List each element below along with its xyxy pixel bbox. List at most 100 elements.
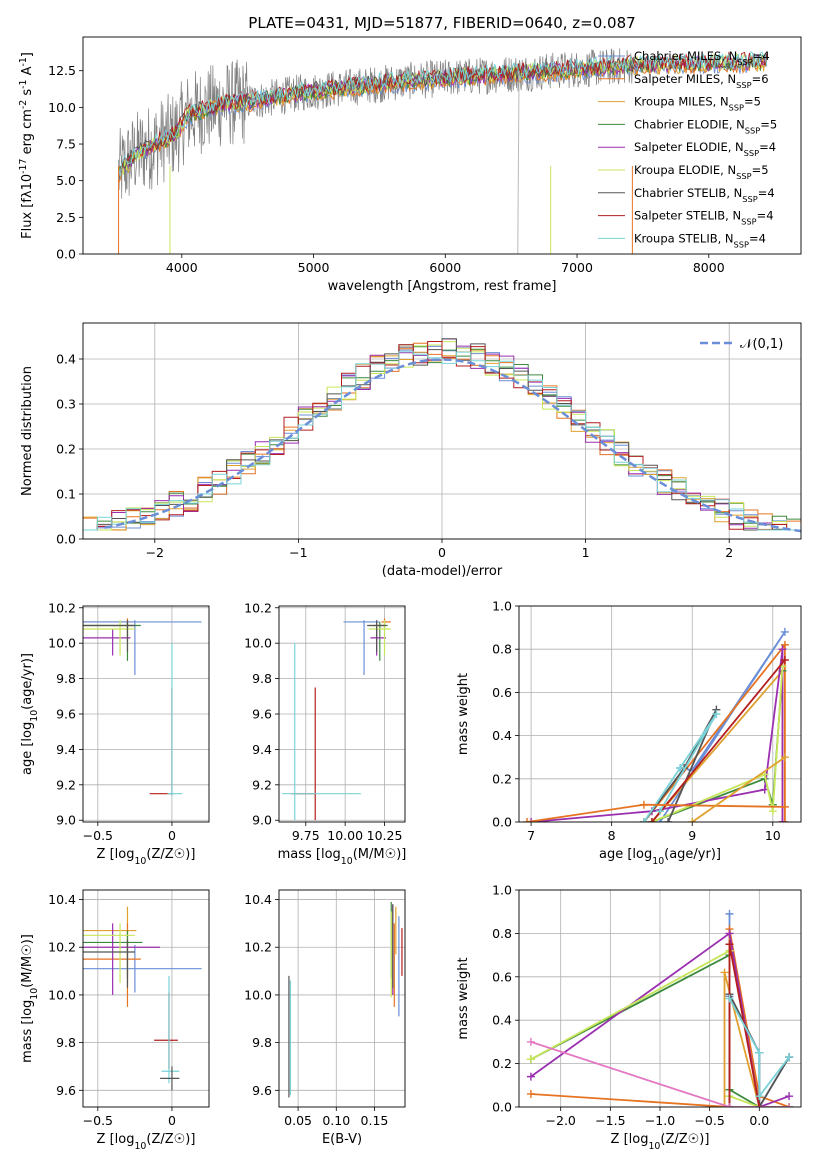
weight-marker: [768, 807, 777, 816]
y-tick-label: 0.4: [492, 728, 512, 743]
weight-marker: [725, 929, 734, 938]
legend-label: Chabrier STELIB, NSSP=4: [634, 186, 775, 204]
weight-marker: [755, 1048, 764, 1057]
figure-title: PLATE=0431, MJD=51877, FIBERID=0640, z=0…: [248, 14, 635, 32]
axes-mass-vs-EBV: 0.05 0.10 0.15 9.6 9.8 10.0 10.2 10.4 E(B-V): [244, 889, 406, 1147]
y-tick-label: 12.5: [48, 63, 76, 78]
axes-frame: [278, 605, 406, 823]
x-axis-label: Z [log10(Z/Z☉)]: [611, 1132, 710, 1152]
y-tick-label: 0.4: [492, 1013, 512, 1028]
y-tick-label: 9.6: [252, 1083, 272, 1098]
legend-label: Salpeter MILES, NSSP=6: [634, 72, 769, 90]
weight-marker: [780, 640, 789, 649]
plot-area-age-vs-mass: [282, 618, 391, 821]
weight-marker: [780, 753, 789, 762]
y-tick-label: 9.8: [252, 671, 272, 686]
weight-marker: [639, 800, 648, 809]
legend-label: Chabrier MILES, NSSP=4: [634, 49, 770, 67]
x-tick-label: −1.0: [645, 1113, 675, 1128]
x-tick-label: 10.00: [327, 828, 363, 843]
y-tick-label: 0.2: [492, 771, 512, 786]
y-axis-label: mass weight: [456, 957, 471, 1039]
weight-marker: [725, 940, 734, 949]
x-tick-label: −0.5: [83, 828, 113, 843]
model-spectrum: [118, 51, 768, 177]
x-tick-label: 10.25: [367, 828, 403, 843]
weight-marker: [656, 807, 664, 816]
y-tick-label: 10.0: [244, 636, 272, 651]
y-tick-label: 1.0: [492, 883, 512, 898]
y-tick-label: 9.8: [252, 1035, 272, 1050]
y-tick-label: 2.5: [56, 210, 76, 225]
x-tick-label: −2: [146, 545, 164, 560]
y-tick-label: 7.5: [56, 137, 76, 152]
y-tick-label: 9.4: [252, 742, 272, 757]
x-tick-label: −1: [289, 545, 307, 560]
y-tick-label: 10.0: [244, 987, 272, 1002]
weight-marker: [755, 1092, 764, 1101]
y-tick-label: 1.0: [492, 599, 512, 614]
weight-marker: [785, 1103, 794, 1107]
legend-label: Salpeter STELIB, NSSP=4: [634, 209, 774, 227]
y-tick-label: 10.0: [48, 636, 76, 651]
x-axis-label: mass [log10(M/M☉)]: [278, 847, 407, 867]
weight-marker: [785, 1092, 794, 1101]
y-tick-label: 9.6: [252, 707, 272, 722]
axes-frame: [82, 36, 802, 255]
weight-marker: [780, 656, 789, 664]
x-tick-label: −1.5: [595, 1113, 625, 1128]
axes-massweight-vs-Z: −2.0 −1.5 −1.0 −0.5 0.0 0.0 0.2 0.4 0.6 0.8 1.0 Z […: [456, 883, 802, 1152]
x-tick-label: 0: [168, 828, 176, 843]
weight-line: [651, 659, 786, 822]
weight-line: [723, 972, 790, 1107]
plot-area-mass-vs-EBV: [288, 901, 403, 1098]
x-tick-label: 5000: [298, 260, 330, 275]
x-tick-label: 0.05: [284, 1113, 312, 1128]
y-tick-label: 10.2: [48, 600, 76, 615]
weight-marker: [526, 1037, 535, 1046]
model-spectrum: [118, 55, 767, 174]
y-tick-label: 0.2: [56, 442, 76, 457]
weight-line: [643, 713, 718, 822]
plot-area-massweight-vs-age: [523, 627, 789, 822]
y-tick-label: 9.0: [56, 813, 76, 828]
axes-age-vs-mass: 9.75 10.00 10.25 9.0 9.2 9.4 9.6 9.8 10.0 10.2 mas…: [244, 600, 406, 866]
weight-marker: [725, 1103, 734, 1107]
y-tick-label: 9.6: [56, 1083, 76, 1098]
axes-spectrum: 4000 5000 6000 7000 8000 0.0 2.5 5.0 7.5 10.0 12.5…: [18, 36, 802, 294]
x-tick-label: 0.10: [322, 1113, 350, 1128]
x-tick-label: 0.0: [749, 1113, 769, 1128]
axes-frame: [518, 889, 802, 1108]
legend-label: Kroupa MILES, NSSP=5: [634, 95, 761, 113]
weight-marker: [712, 710, 721, 718]
axes-frame: [82, 605, 210, 823]
y-tick-label: 0.0: [56, 247, 76, 262]
axes-frame: [278, 889, 406, 1108]
x-tick-label: −2.0: [546, 1113, 576, 1128]
masked-line: [517, 70, 520, 254]
y-tick-label: 10.2: [244, 600, 272, 615]
plot-area-mass-vs-Z: [83, 906, 202, 1091]
weight-line: [728, 998, 790, 1099]
y-tick-label: 9.6: [56, 707, 76, 722]
y-tick-label: 10.0: [48, 987, 76, 1002]
y-tick-label: 9.8: [56, 1035, 76, 1050]
axes-mass-vs-Z: −0.5 0 9.6 9.8 10.0 10.2 10.4 Z [log10(Z/Z☉)] ma…: [20, 889, 210, 1152]
y-tick-label: 0.6: [492, 685, 512, 700]
x-axis-label: age [log10(age/yr)]: [599, 847, 721, 867]
x-tick-label: 0: [168, 1113, 176, 1128]
x-tick-label: −0.5: [83, 1113, 113, 1128]
y-tick-label: 10.2: [244, 940, 272, 955]
weight-marker: [725, 994, 734, 1003]
weight-marker: [778, 818, 787, 822]
weight-marker: [664, 818, 673, 822]
x-tick-label: 8: [608, 828, 616, 843]
x-tick-label: 10: [765, 828, 781, 843]
y-axis-label: age [log10(age/yr)]: [20, 653, 40, 775]
y-tick-label: 0.2: [492, 1056, 512, 1071]
y-tick-label: 0.6: [492, 969, 512, 984]
y-tick-label: 9.0: [252, 813, 272, 828]
x-tick-label: 9.75: [292, 828, 320, 843]
y-axis-label: Normed distribution: [20, 366, 35, 496]
